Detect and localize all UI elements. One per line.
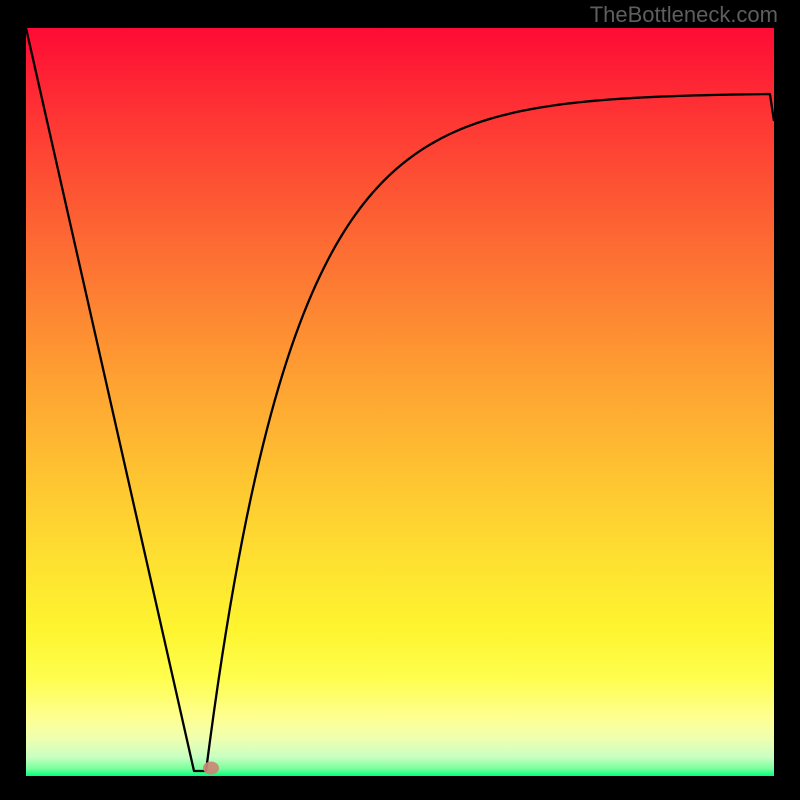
bottleneck-chart-svg <box>26 28 774 776</box>
chart-background <box>26 28 774 776</box>
attribution-text: TheBottleneck.com <box>590 2 778 28</box>
optimal-point-marker <box>203 762 219 775</box>
chart-container <box>26 28 774 776</box>
